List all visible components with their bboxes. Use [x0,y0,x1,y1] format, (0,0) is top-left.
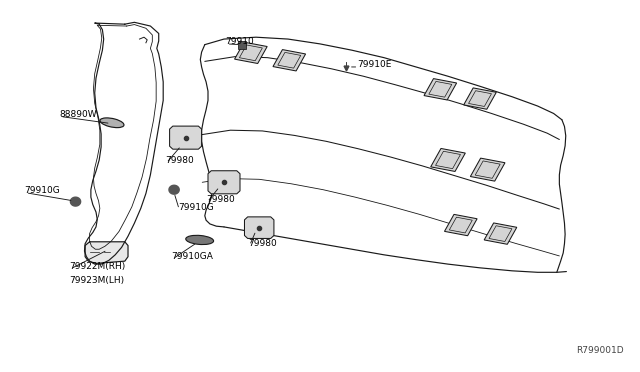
Bar [470,158,505,181]
Text: 79923M(LH): 79923M(LH) [69,276,124,285]
Text: 79910GA: 79910GA [172,252,213,261]
Bar [429,81,452,97]
Text: 79922M(RH): 79922M(RH) [69,262,125,271]
Text: 79980: 79980 [248,239,277,248]
Text: 79910G: 79910G [178,203,214,212]
Bar [489,226,512,241]
Ellipse shape [100,118,124,128]
Bar [468,91,492,106]
Polygon shape [70,197,81,206]
Bar [431,148,465,171]
Text: 79910: 79910 [225,37,254,46]
Polygon shape [170,126,202,149]
Bar [278,52,301,68]
Bar [464,88,496,109]
Polygon shape [208,171,240,194]
Bar [476,161,500,178]
Text: 79910E: 79910E [357,60,392,69]
Text: 79910G: 79910G [24,186,60,195]
Bar [484,223,516,244]
Polygon shape [85,242,128,263]
Bar [436,151,460,169]
Ellipse shape [186,235,214,244]
Text: 79980: 79980 [206,195,235,204]
Text: 88890W: 88890W [59,110,97,119]
Bar [449,217,472,233]
Bar [424,78,456,100]
Text: 79980: 79980 [165,156,194,165]
Text: R799001D: R799001D [577,346,624,355]
Bar [445,214,477,236]
Bar [273,49,305,71]
Polygon shape [169,185,179,194]
Bar [235,42,267,64]
Bar [239,45,262,61]
Polygon shape [244,217,274,238]
